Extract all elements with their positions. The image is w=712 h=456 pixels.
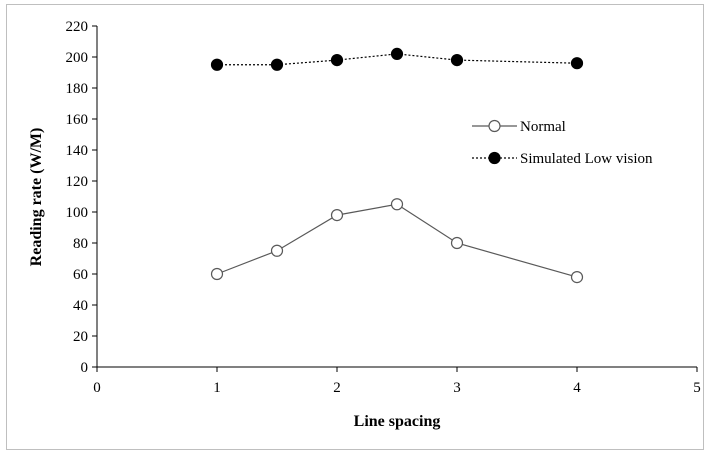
x-axis-title: Line spacing — [354, 413, 441, 430]
y-tick-label: 100 — [66, 205, 89, 221]
data-point — [390, 47, 404, 61]
series-normal — [210, 198, 584, 284]
y-tick-label: 140 — [66, 143, 89, 159]
axes — [96, 26, 697, 368]
y-tick-label: 160 — [66, 112, 89, 128]
x-tick-label: 5 — [693, 380, 701, 396]
x-tick-label: 4 — [573, 380, 581, 396]
x-tick-label: 2 — [333, 380, 341, 396]
x-tick-label: 3 — [453, 380, 461, 396]
data-point — [570, 57, 584, 70]
x-tick-label: 0 — [93, 380, 101, 396]
y-tick-label: 200 — [66, 50, 89, 66]
y-tick-label: 220 — [66, 19, 89, 35]
data-point — [210, 267, 224, 281]
y-tick-label: 120 — [66, 174, 89, 190]
x-tick-label: 1 — [213, 380, 221, 396]
series-line — [216, 203, 578, 278]
data-point — [270, 58, 284, 71]
y-tick-label: 60 — [73, 267, 88, 283]
x-ticks: 0 1 2 3 4 5 — [93, 367, 701, 396]
legend-label: Simulated Low vision — [520, 151, 653, 167]
legend-label: Normal — [520, 119, 566, 135]
series-line — [217, 53, 578, 66]
legend-item: Normal — [472, 119, 566, 135]
data-point — [390, 198, 404, 211]
series-group — [210, 47, 584, 284]
data-point — [450, 236, 464, 250]
y-tick-label: 20 — [73, 329, 88, 345]
y-tick-label: 0 — [81, 360, 89, 376]
y-tick-label: 180 — [66, 81, 89, 97]
legend-marker — [488, 119, 501, 133]
data-point — [270, 244, 284, 257]
y-ticks: 0 20 40 60 80 100 120 140 160 180 200 220 — [66, 19, 97, 376]
legend-item: Simulated Low vision — [472, 151, 653, 167]
data-point — [330, 53, 344, 67]
series-simulated-low-vision — [210, 47, 584, 71]
data-point — [570, 271, 584, 284]
y-tick-label: 40 — [73, 298, 88, 314]
y-axis-title: Reading rate (W/M) — [28, 128, 45, 267]
legend-marker — [488, 151, 501, 165]
legend: Normal Simulated Low vision — [472, 119, 653, 167]
data-point — [210, 58, 224, 71]
chart-frame — [6, 4, 704, 450]
y-tick-label: 80 — [73, 236, 88, 252]
data-point — [450, 53, 464, 67]
data-point — [330, 209, 344, 222]
